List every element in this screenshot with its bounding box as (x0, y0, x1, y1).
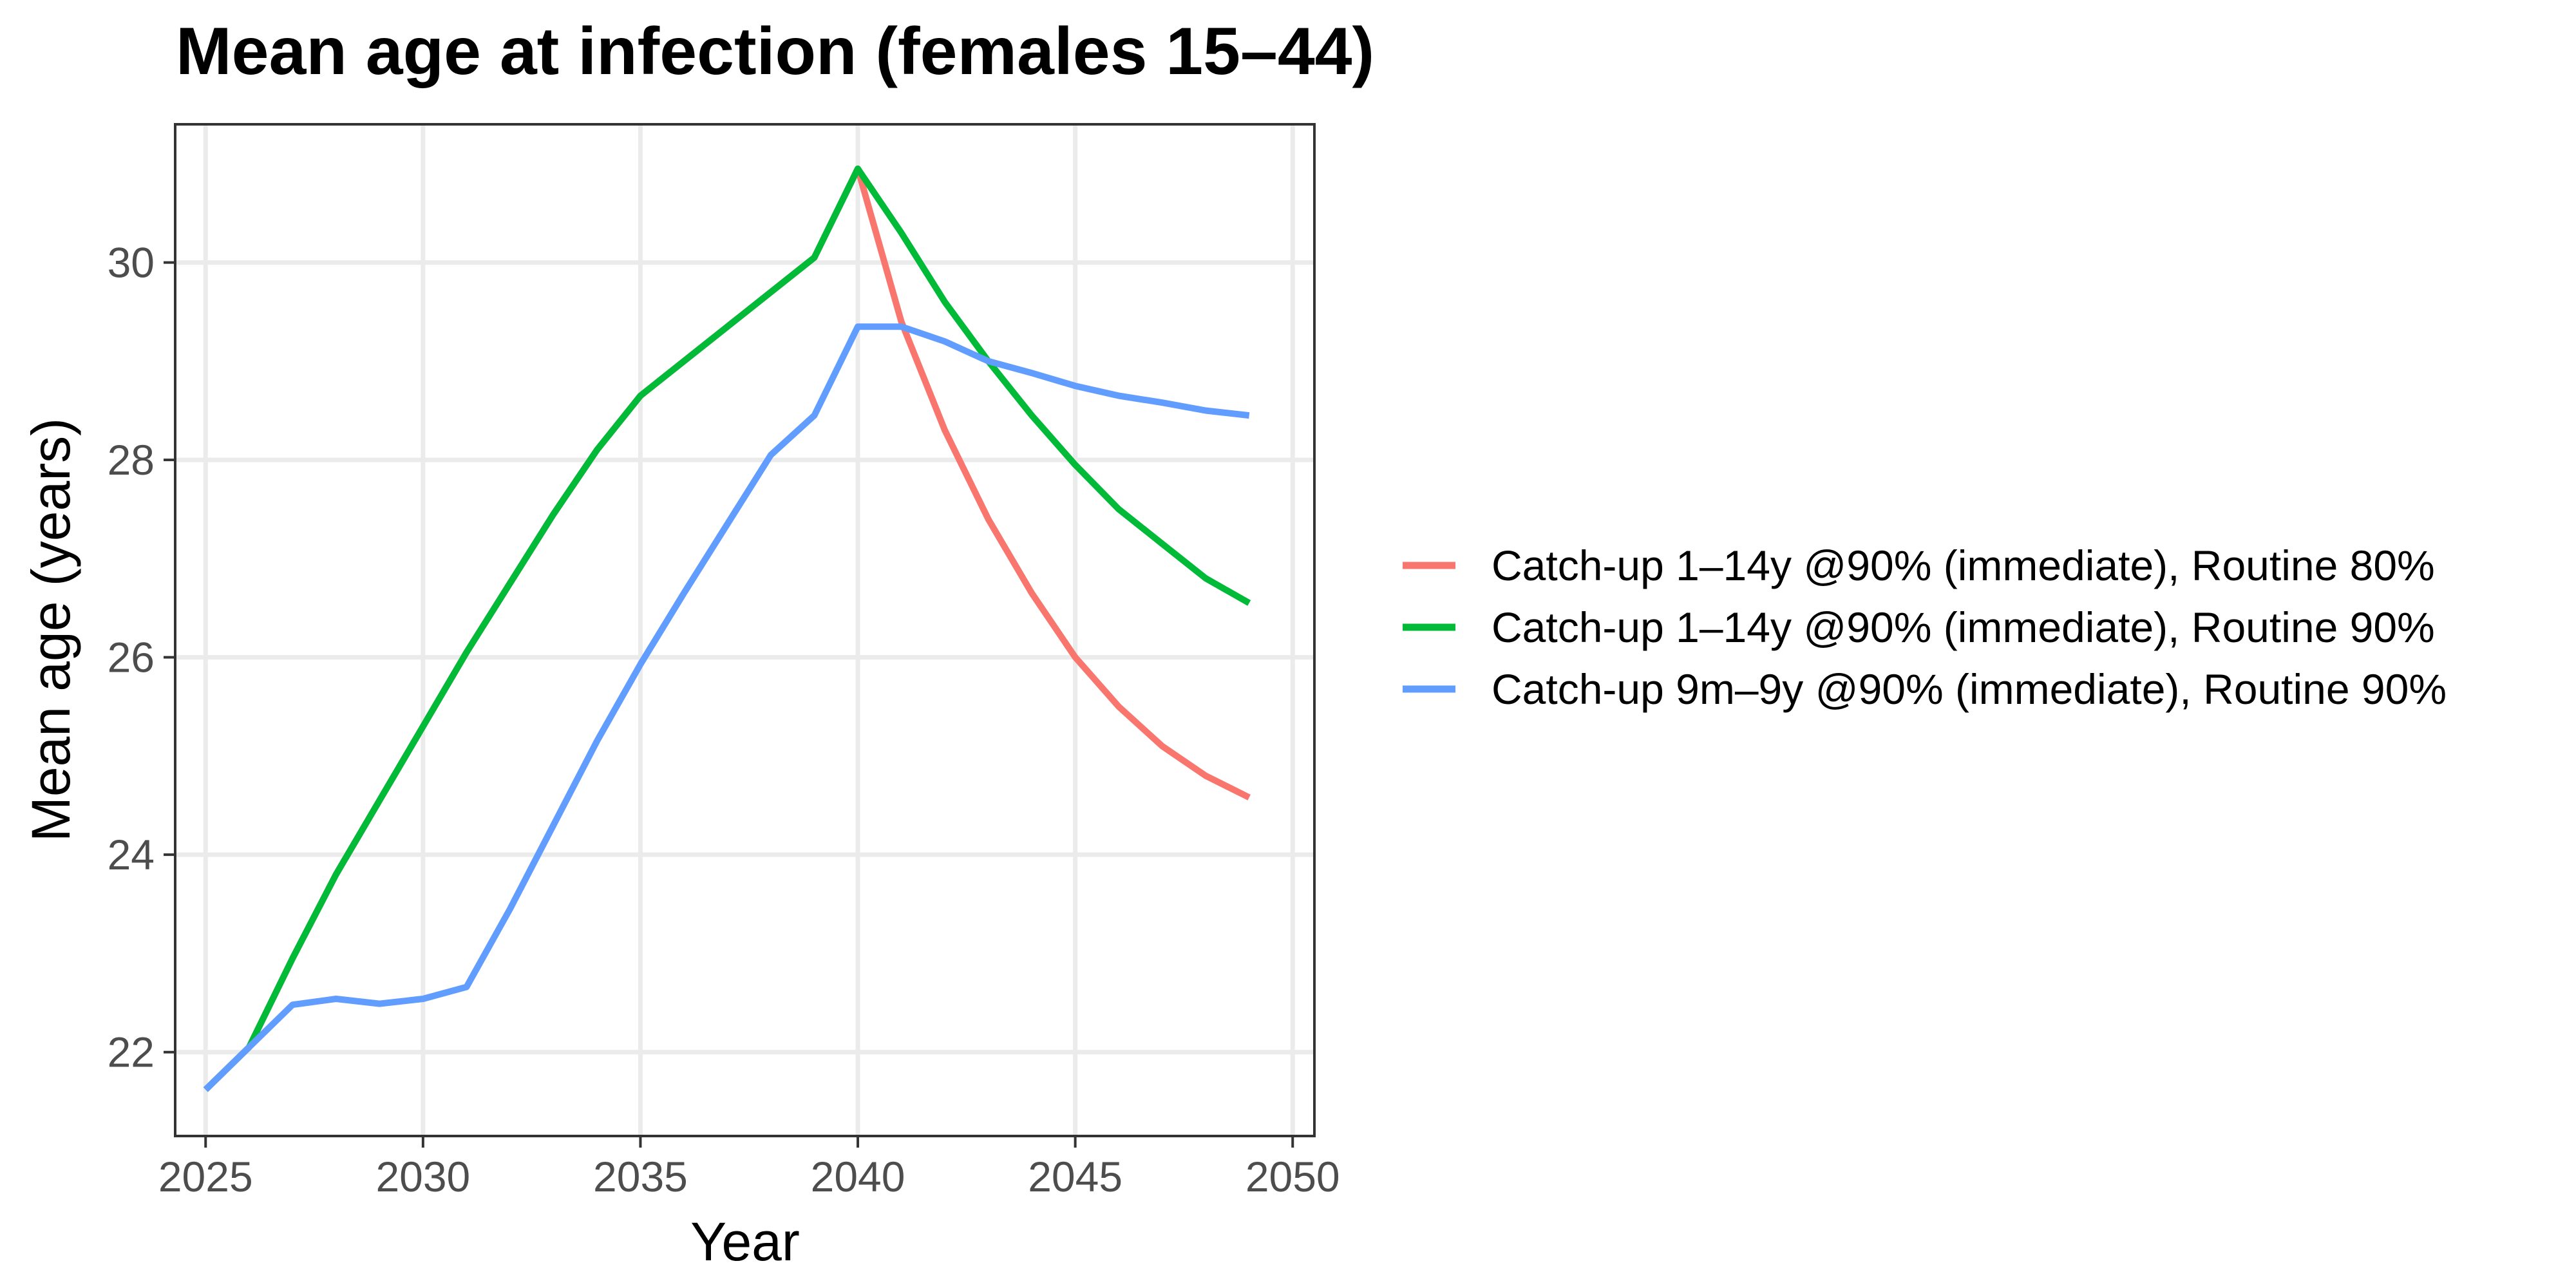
legend-label: Catch-up 9m–9y @90% (immediate), Routine… (1492, 665, 2447, 713)
x-tick-label: 2035 (593, 1153, 688, 1200)
series-lines (203, 166, 1251, 1092)
x-tick-label: 2050 (1245, 1153, 1340, 1200)
series-line-3 (203, 323, 1250, 1092)
legend-item: Catch-up 9m–9y @90% (immediate), Routine… (1403, 665, 2447, 713)
x-tick-label: 2025 (158, 1153, 253, 1200)
axes: 2025 2030 2035 2040 2045 2050 22 24 26 28 30 (108, 239, 1340, 1200)
grid-lines (175, 124, 1314, 1136)
series-line-2 (203, 166, 1251, 1092)
y-tick-label: 28 (108, 436, 155, 484)
x-tick-label: 2040 (811, 1153, 905, 1200)
legend-item: Catch-up 1–14y @90% (immediate), Routine… (1403, 542, 2435, 589)
legend-label: Catch-up 1–14y @90% (immediate), Routine… (1492, 542, 2435, 589)
y-tick-label: 24 (108, 831, 155, 878)
legend-item: Catch-up 1–14y @90% (immediate), Routine… (1403, 603, 2435, 651)
legend: Catch-up 1–14y @90% (immediate), Routine… (1403, 542, 2447, 713)
y-tick-label: 26 (108, 634, 155, 681)
x-tick-label: 2045 (1028, 1153, 1122, 1200)
plot-panel-border (174, 123, 1316, 1137)
chart-title: Mean age at infection (females 15–44) (176, 14, 1374, 89)
y-tick-label: 30 (108, 239, 155, 287)
y-tick-label: 22 (108, 1028, 155, 1076)
series-line-1 (203, 166, 1251, 1092)
x-tick-label: 2030 (375, 1153, 470, 1200)
legend-label: Catch-up 1–14y @90% (immediate), Routine… (1492, 603, 2435, 651)
x-axis-title: Year (690, 1211, 800, 1272)
y-axis-title: Mean age (years) (21, 418, 81, 842)
